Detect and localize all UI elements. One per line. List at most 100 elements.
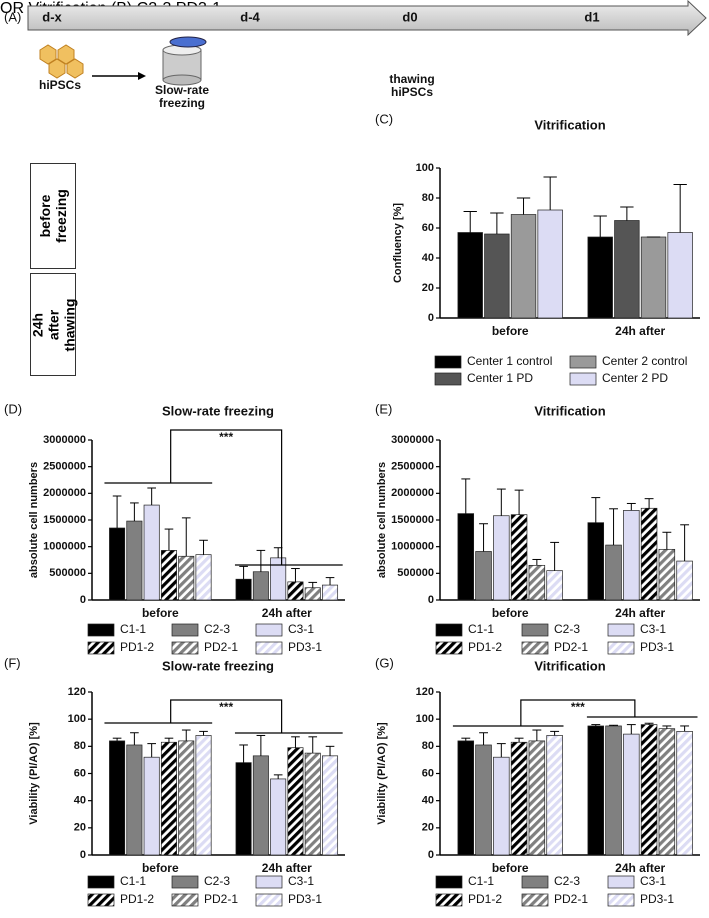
freezing-container-icon [162, 36, 207, 86]
bar [475, 744, 492, 856]
panel-label: (G) [375, 655, 394, 670]
y-tick-label: 60 [74, 767, 86, 779]
significance-bracket [170, 429, 283, 565]
legend-swatch [171, 623, 199, 637]
well-image: (B) C2-3 PD3-1 Slow-rate freezing thawin… [29, 0, 435, 376]
legend-label: C2-3 [204, 874, 230, 888]
bar [126, 744, 143, 856]
timeline-arrow [27, 0, 707, 37]
legend-label: C2-3 [554, 874, 580, 888]
step-label: OR [0, 0, 24, 17]
bar [235, 762, 252, 856]
x-tick-label: before [492, 324, 529, 338]
legend-label: C1-1 [468, 622, 494, 636]
colony-shape: (B) C2-3 PD3-1 Slow-rate freezing thawin… [29, 0, 435, 376]
bar [160, 741, 177, 856]
bar [546, 570, 563, 601]
legend-swatch [607, 875, 635, 889]
legend-swatch [435, 875, 463, 889]
timeline-label: d-4 [240, 9, 260, 24]
y-tick-label: 0 [80, 849, 86, 861]
panel-label: (C) [375, 111, 393, 126]
x-tick-label: before [142, 861, 179, 875]
bar [528, 564, 546, 601]
bar [658, 728, 676, 856]
x-tick-label: 24h after [615, 324, 665, 338]
legend-swatch [255, 641, 283, 655]
bar [484, 233, 510, 319]
column-header-box: C2-3 PD3-1 Slow-rate freezing thawing hi… [29, 0, 435, 376]
legend-swatch [521, 623, 549, 637]
x-tick-label: before [492, 861, 529, 875]
chart-title: Vitrification [534, 658, 605, 673]
timeline-label: d-x [42, 9, 62, 24]
image-box: (B) C2-3 PD3-1 Slow-rate freezing thawin… [29, 0, 435, 376]
timeline-label: d1 [584, 9, 599, 24]
legend-label: PD2-1 [204, 892, 238, 906]
y-tick-label: 20 [422, 822, 434, 834]
x-tick-label: before [142, 606, 179, 620]
column-header-box: PD3-1 Slow-rate freezing thawing hiPSCs … [29, 0, 435, 376]
bar [587, 522, 605, 601]
bar [195, 735, 212, 856]
y-tick-label: 3000000 [391, 434, 434, 446]
significance-label: *** [571, 700, 585, 714]
significance-bracket [520, 699, 636, 726]
y-tick-label: 1000000 [43, 541, 86, 553]
y-tick-label: 60 [422, 222, 434, 234]
significance-label: *** [219, 700, 233, 714]
y-tick-label: 2000000 [391, 487, 434, 499]
bar [605, 725, 622, 856]
legend-swatch [607, 893, 635, 907]
bar [623, 510, 640, 601]
bar [457, 232, 483, 319]
bar [195, 554, 212, 601]
bar [623, 733, 640, 856]
legend-label: Center 2 PD [602, 371, 668, 385]
legend-label: C2-3 [554, 622, 580, 636]
bar [640, 507, 658, 601]
bar [676, 731, 693, 856]
panel-label: (F) [4, 655, 21, 670]
bar [658, 548, 676, 601]
bar [510, 741, 528, 856]
legend-swatch [87, 623, 115, 637]
bar [457, 740, 475, 856]
x-tick-label: 24h after [615, 606, 665, 620]
y-tick-label: 100 [416, 713, 434, 725]
panel-label: (E) [375, 401, 392, 416]
legend-swatch [435, 893, 463, 907]
y-tick-label: 120 [68, 686, 86, 698]
step-label: hiPSCs [39, 78, 81, 92]
legend-label: PD1-2 [120, 892, 154, 906]
bar [252, 571, 269, 601]
y-axis-label: Confluency [%] [392, 203, 404, 283]
bar [475, 551, 492, 601]
legend-swatch [569, 355, 597, 369]
bar [109, 740, 126, 856]
legend-swatch [607, 623, 635, 637]
arrow-head [138, 72, 146, 80]
row-header: 24h after thawing [29, 298, 78, 351]
bar [640, 236, 667, 319]
y-tick-label: 100 [68, 713, 86, 725]
y-tick-label: 500000 [49, 567, 86, 579]
bar [493, 756, 510, 856]
legend-label: PD2-1 [204, 640, 238, 654]
arrow: (B) C2-3 PD3-1 Slow-rate freezing thawin… [29, 0, 435, 376]
bar [322, 584, 339, 601]
y-tick-label: 1500000 [391, 514, 434, 526]
y-tick-label: 80 [422, 192, 434, 204]
legend-label: PD3-1 [288, 892, 322, 906]
bar [587, 236, 613, 319]
legend-swatch [255, 875, 283, 889]
y-tick-label: 2500000 [391, 461, 434, 473]
bar [287, 581, 304, 601]
legend-label: PD2-1 [554, 640, 588, 654]
y-tick-label: 20 [74, 822, 86, 834]
y-tick-label: 1500000 [43, 514, 86, 526]
cell-icon [39, 44, 84, 79]
colony-shape: (B) C2-3 PD3-1 Slow-rate freezing thawin… [29, 0, 435, 376]
